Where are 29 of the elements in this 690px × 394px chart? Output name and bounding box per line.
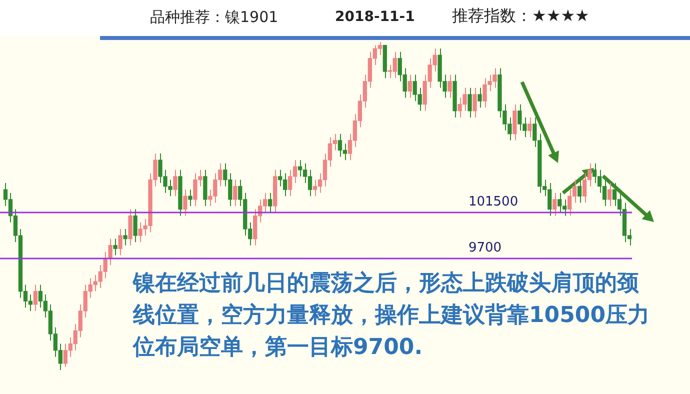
candlestick bbox=[468, 87, 472, 118]
chart-title: 品种推荐：镍1901 bbox=[150, 8, 278, 27]
candlestick bbox=[203, 169, 208, 206]
candlestick bbox=[472, 87, 477, 118]
candlestick bbox=[173, 169, 178, 197]
candlestick bbox=[448, 74, 452, 98]
candlestick bbox=[268, 192, 272, 214]
candlestick bbox=[118, 228, 122, 256]
candlestick bbox=[123, 228, 128, 246]
candlestick bbox=[108, 238, 112, 266]
candlestick bbox=[607, 182, 612, 206]
candlestick bbox=[578, 179, 582, 204]
annotation: 101500 bbox=[468, 194, 518, 210]
candlestick bbox=[552, 192, 557, 216]
candlestick bbox=[528, 116, 532, 138]
annotation: 镍在经过前几日的震荡之后，形态上跌破头肩顶的颈线位置，空方力量释放，操作上建议背靠10500压力位布局空单，第一目标9700. bbox=[133, 270, 651, 362]
candlestick bbox=[188, 189, 192, 206]
annotation: 9700 bbox=[468, 240, 502, 256]
candlestick bbox=[408, 74, 412, 98]
text: 推荐指数：★★★★ bbox=[452, 6, 590, 27]
candlestick bbox=[233, 179, 238, 206]
candlestick bbox=[133, 208, 138, 243]
candlestick bbox=[128, 208, 132, 246]
candlestick bbox=[113, 238, 118, 256]
candlestick bbox=[33, 284, 38, 312]
chart-subtitle: 2018-11-1 bbox=[335, 9, 415, 25]
candlestick bbox=[478, 87, 482, 108]
candlestick bbox=[183, 189, 188, 216]
candlestick bbox=[512, 104, 517, 141]
